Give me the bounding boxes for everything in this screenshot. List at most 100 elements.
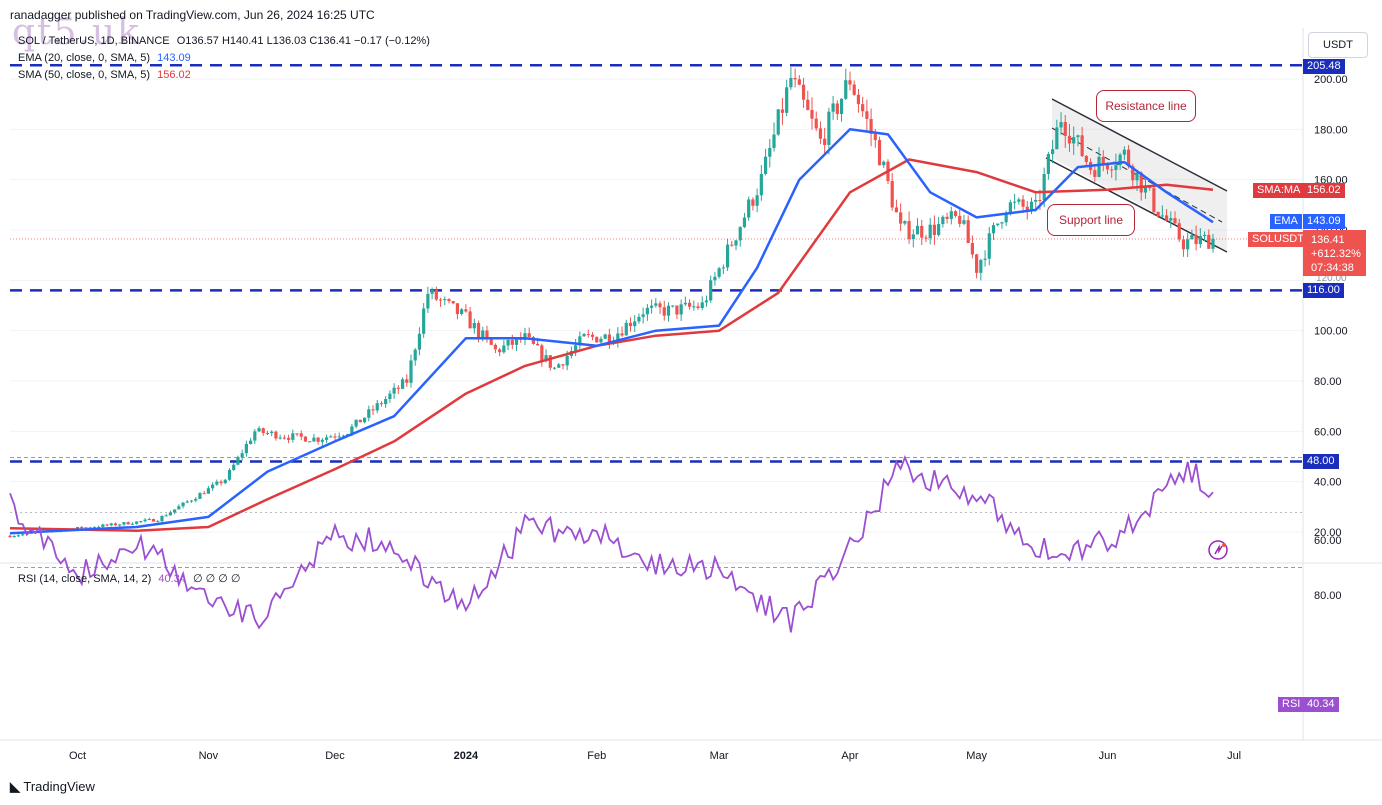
candle-body [1029, 201, 1034, 211]
candle-body [447, 299, 451, 302]
support-callout[interactable]: Support line [1047, 204, 1135, 236]
candle-body [628, 322, 633, 327]
rsi-tick-label: 80.00 [1314, 590, 1342, 602]
rsi-legend[interactable]: RSI (14, close, SMA, 14, 2) 40.34 ∅ ∅ ∅ … [18, 572, 240, 585]
candle-body [730, 244, 734, 246]
candle-body [1198, 236, 1202, 245]
candle-body [362, 417, 367, 423]
tv-mark-icon: ◣ [10, 779, 20, 794]
candle-body [1135, 172, 1139, 181]
candle-body [679, 304, 683, 315]
candle-body [8, 535, 12, 538]
candle-body [747, 199, 751, 218]
watermark: qt5.uk [12, 12, 141, 53]
candle-body [852, 84, 856, 95]
candle-body [308, 441, 312, 443]
candle-body [1093, 170, 1097, 177]
candle-body [536, 343, 540, 346]
candle-body [468, 311, 472, 329]
candle-body [291, 433, 295, 440]
candle-body [1177, 223, 1181, 240]
tradingview-logo[interactable]: ◣ TradingView [10, 779, 95, 795]
candle-body [590, 334, 595, 337]
candle-body [1013, 201, 1017, 203]
candle-body [1126, 149, 1131, 167]
candle-body [1051, 149, 1055, 155]
alert-icon-ring [1208, 540, 1228, 560]
candle-body [903, 221, 907, 224]
candle-body [173, 509, 177, 513]
candle-body [358, 419, 362, 423]
candle-body [371, 409, 375, 411]
time-tick-label: Apr [841, 750, 858, 762]
candle-body [928, 224, 932, 239]
time-tick-label: Nov [199, 750, 219, 762]
candle-body [806, 99, 810, 110]
candle-body [1063, 122, 1067, 136]
candle-body [337, 436, 341, 438]
candle-body [147, 519, 151, 521]
currency-button[interactable]: USDT [1308, 32, 1368, 58]
time-tick-label: Jul [1227, 750, 1241, 762]
candle-body [1008, 202, 1012, 213]
alert-icon-dot [1222, 543, 1226, 547]
symbol-legend[interactable]: SOL / TetherUS, 1D, BINANCE O136.57 H140… [18, 35, 430, 47]
candle-body [274, 431, 278, 439]
candle-body [1059, 122, 1063, 128]
candle-body [865, 111, 869, 119]
candle-body [1080, 135, 1084, 156]
symbol-tag: SOLUSDT [1248, 232, 1308, 247]
candle-body [1139, 172, 1143, 193]
candle-body [1042, 174, 1046, 201]
ema-20-line [9, 128, 1214, 535]
candle-body [725, 244, 730, 268]
candle-body [126, 522, 130, 525]
candle-body [1207, 234, 1211, 249]
candle-body [645, 307, 649, 315]
low-level-tag: 48.00 [1303, 454, 1339, 469]
ema-legend[interactable]: EMA (20, close, 0, SMA, 5) 143.09 [18, 52, 191, 64]
candle-body [763, 156, 768, 174]
candle-body [417, 333, 422, 350]
candle-body [717, 268, 721, 277]
candle-body [164, 515, 168, 517]
candle-body [818, 128, 823, 139]
price-tick-label: 180.00 [1314, 124, 1348, 136]
candle-body [1211, 238, 1215, 249]
candle-body [430, 289, 434, 294]
candle-body [1046, 154, 1050, 175]
time-tick-label: Feb [587, 750, 606, 762]
candle-body [354, 419, 358, 427]
candle-body [700, 302, 704, 309]
candle-body [780, 109, 785, 113]
candle-body [1055, 127, 1059, 150]
candle-body [1202, 234, 1207, 237]
candle-body [797, 79, 801, 85]
candle-body [295, 433, 299, 435]
sma-tag-label: SMA:MA [1253, 183, 1305, 198]
candle-body [1072, 137, 1076, 144]
sma-tag-value: 156.02 [1303, 183, 1345, 198]
candle-body [215, 481, 219, 485]
ohlc-values: O136.57 H140.41 L136.03 C136.41 −0.17 (−… [176, 35, 430, 47]
candle-body [481, 330, 485, 338]
candle-body [548, 355, 552, 368]
candle-body [687, 302, 692, 307]
candle-body [848, 80, 852, 85]
candle-body [400, 379, 405, 389]
candle-body [1118, 154, 1122, 166]
candle-body [493, 344, 498, 350]
candle-body [607, 334, 611, 343]
candle-body [1084, 155, 1088, 162]
candle-body [240, 453, 244, 458]
hidden-price-tick: 120.00 [1316, 276, 1347, 282]
candle-body [249, 440, 253, 444]
sma-legend[interactable]: SMA (50, close, 0, SMA, 5) 156.02 [18, 69, 191, 81]
candle-body [460, 309, 464, 315]
resistance-callout[interactable]: Resistance line [1096, 90, 1196, 122]
candle-body [489, 337, 493, 345]
candle-body [278, 437, 282, 439]
candle-body [624, 322, 628, 336]
ema-tag-label: EMA [1270, 214, 1302, 229]
candle-body [540, 345, 544, 361]
